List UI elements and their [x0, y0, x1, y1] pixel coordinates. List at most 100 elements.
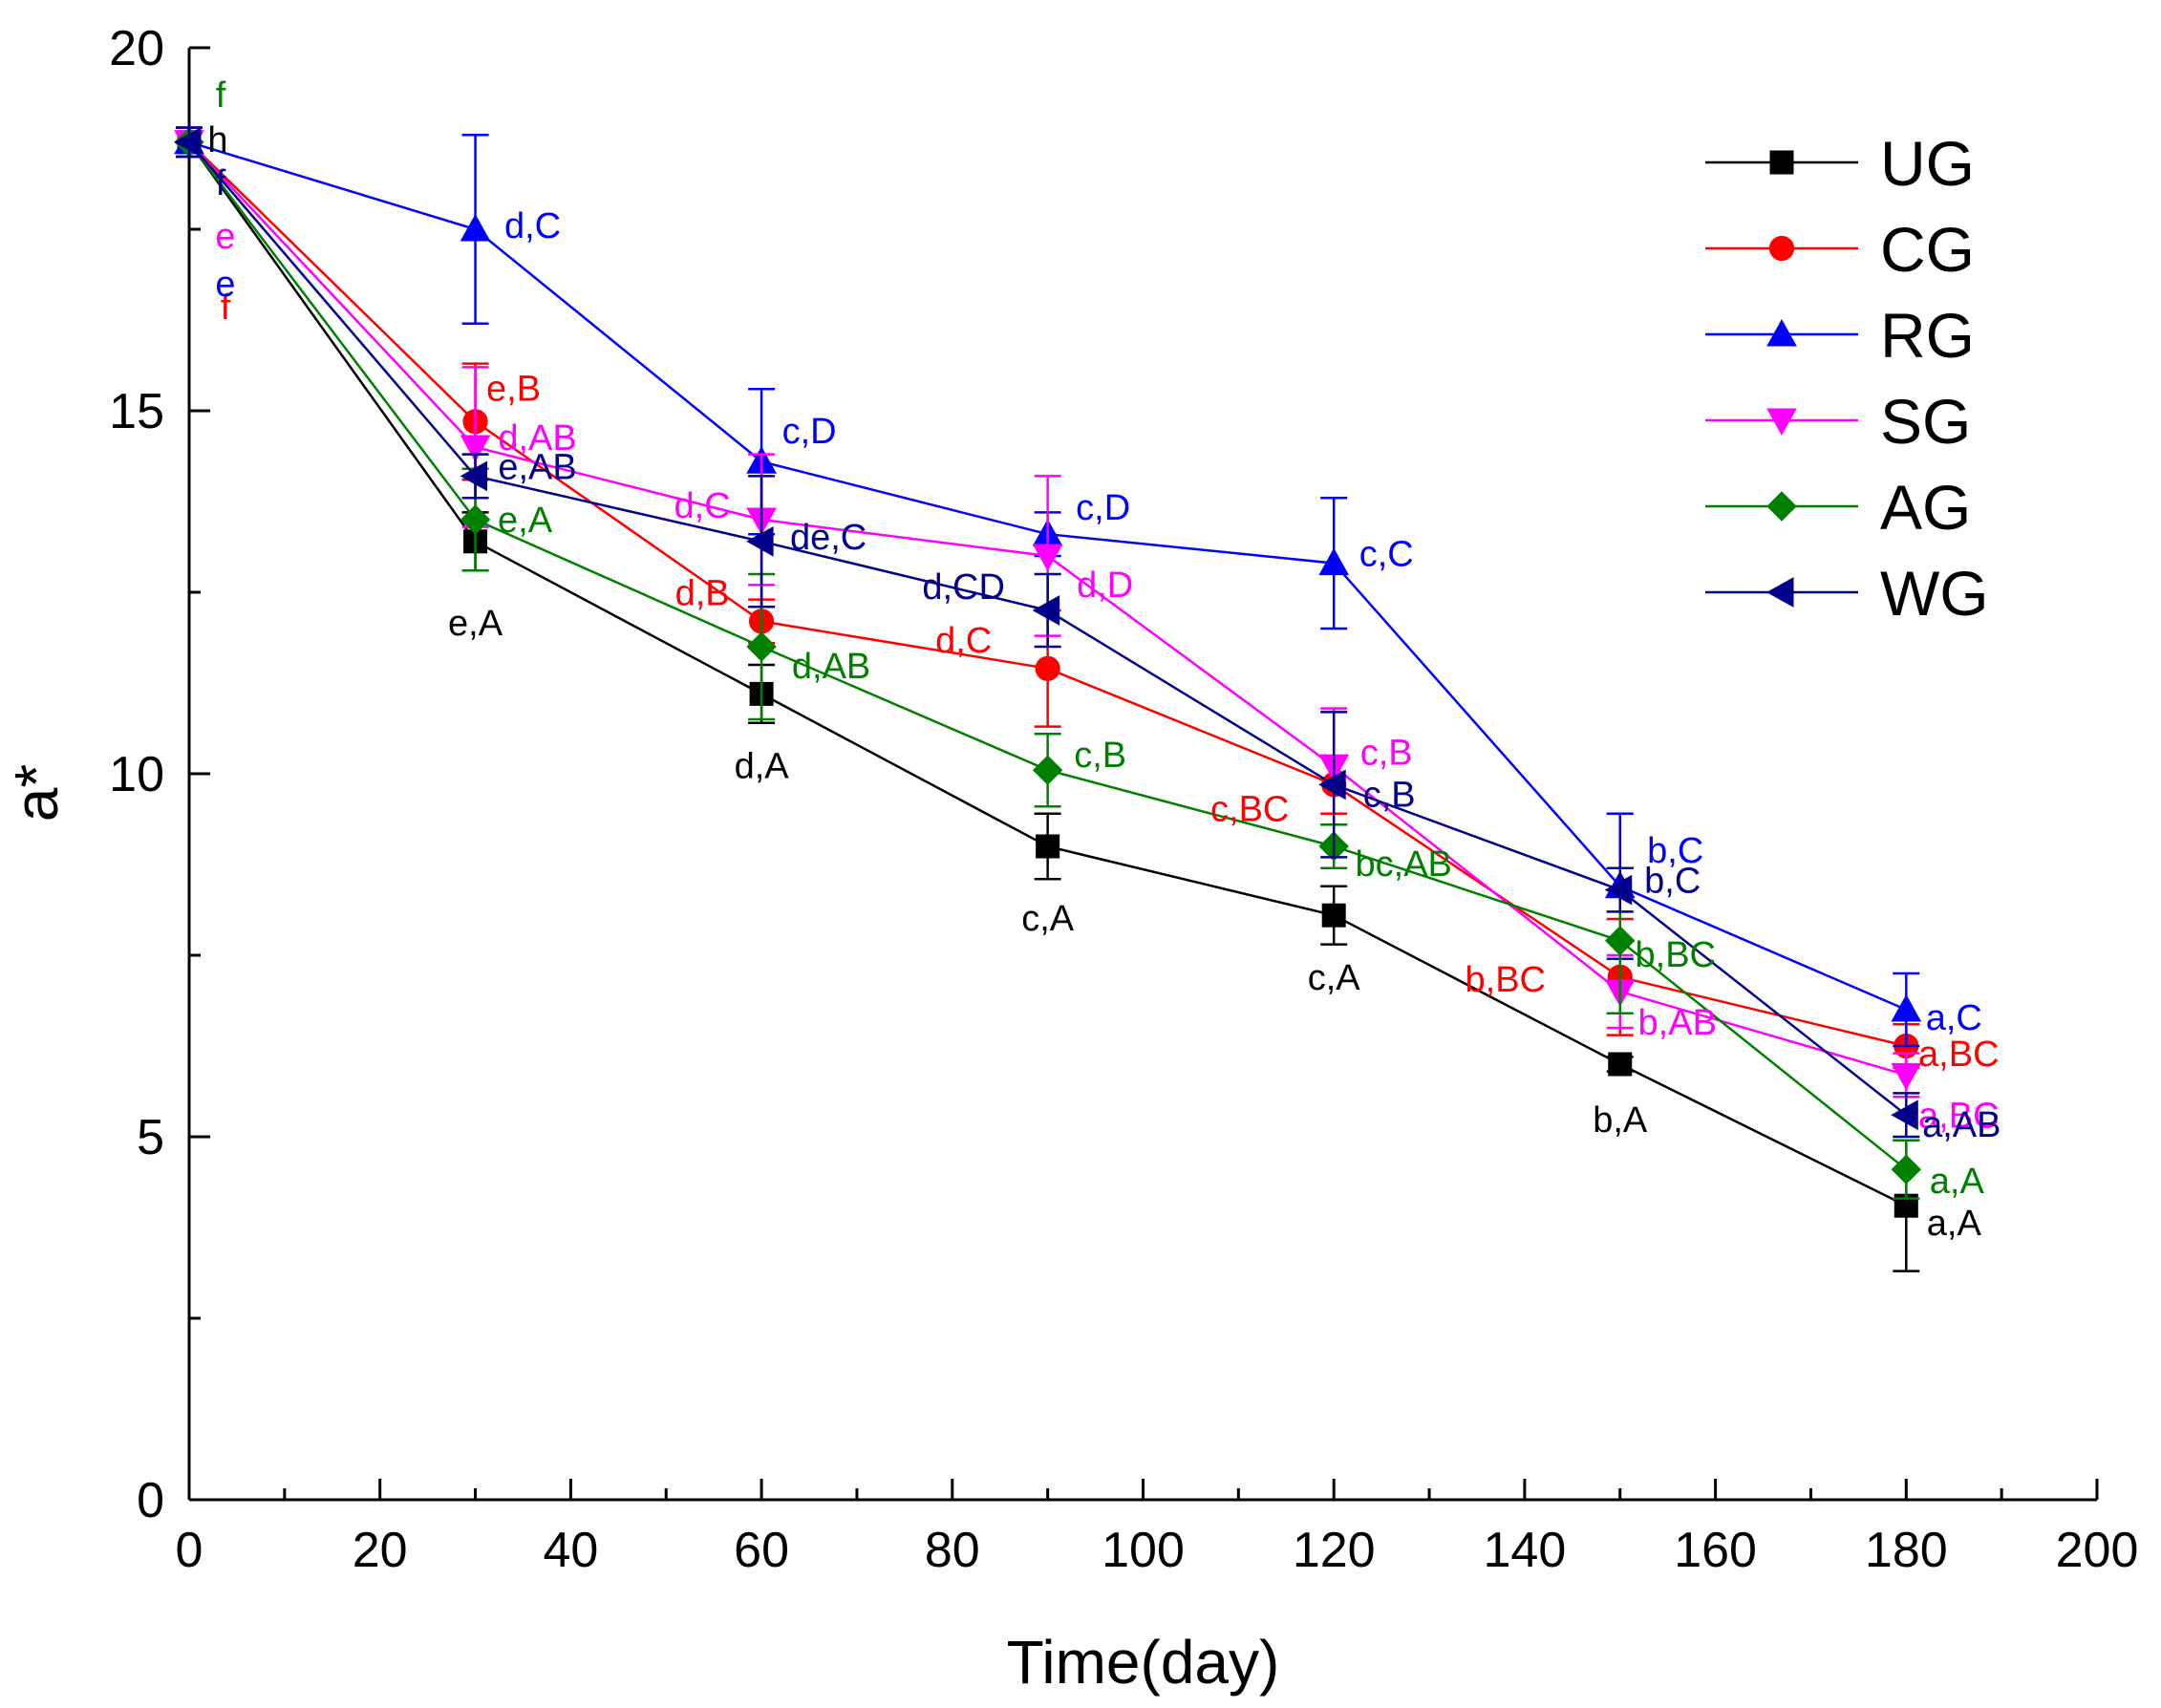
data-point-wg [746, 525, 774, 557]
point-annotation-cg: d,C [935, 621, 992, 661]
data-point-wg [1604, 874, 1633, 906]
legend-label: AG [1880, 472, 1971, 543]
point-annotation-cg: f [221, 288, 231, 328]
legend-marker [1766, 318, 1797, 347]
legend-marker [1766, 491, 1797, 522]
legend-label: SG [1880, 386, 1971, 457]
data-point-cg [1035, 655, 1060, 681]
data-point-ug [1036, 834, 1060, 859]
point-annotation-sg: e [215, 217, 235, 257]
legend-item-sg: SG [1705, 386, 1971, 457]
annotations-layer: h e,A d,A c,A c,A b,A a,A f e,B d,B d,C c,BC b,BC a,B… [207, 75, 2001, 1244]
point-annotation-ag: c,B [1074, 736, 1126, 776]
y-axis-title: a* [2, 764, 71, 822]
data-point-rg [1891, 993, 1922, 1022]
point-annotation-sg: a,BC [1918, 1096, 1999, 1136]
point-annotation-sg: d,C [674, 486, 731, 526]
data-point-ag [746, 631, 777, 662]
legend-marker [1765, 577, 1794, 608]
data-point-wg [173, 126, 202, 158]
x-tick-label: 100 [1102, 1523, 1185, 1578]
legend-marker [1769, 150, 1794, 175]
point-annotation-ag: e,A [498, 501, 553, 541]
data-point-sg [1891, 1062, 1922, 1091]
data-point-ag [1032, 755, 1063, 785]
point-annotation-cg: b,BC [1466, 960, 1546, 1000]
y-tick-label: 15 [109, 384, 164, 439]
data-point-rg [1318, 547, 1350, 576]
y-tick-label: 5 [137, 1110, 164, 1165]
point-annotation-wg: b,C [1644, 862, 1701, 902]
point-annotation-ug: h [207, 120, 227, 160]
x-tick-label: 80 [925, 1523, 980, 1578]
point-annotation-sg: c,B [1360, 733, 1413, 773]
point-annotation-ag: b,BC [1636, 935, 1716, 975]
data-point-ag [1605, 926, 1636, 956]
legend-item-ug: UG [1705, 128, 1975, 199]
x-tick-label: 60 [734, 1523, 789, 1578]
point-annotation-wg: f [216, 163, 226, 203]
point-annotation-wg: d,CD [922, 567, 1005, 608]
data-point-ug [1608, 1052, 1633, 1077]
data-point-wg [1891, 1100, 1918, 1131]
axes: 0 20 40 60 80 100 120 140 160 180 200 0 5 10 15 20 [109, 21, 2138, 1578]
y-tick-label: 10 [109, 747, 164, 802]
legend-item-ag: AG [1705, 472, 1971, 543]
data-point-ag [1891, 1154, 1922, 1185]
point-annotation-rg: c,D [1076, 488, 1130, 528]
x-tick-label: 120 [1293, 1523, 1376, 1578]
data-point-ag [460, 504, 491, 535]
series-layer [173, 126, 1922, 1272]
point-annotation-ug: e,A [448, 604, 503, 644]
point-annotation-ag: d,AB [792, 647, 870, 687]
point-annotation-ag: f [216, 75, 226, 116]
point-annotation-ag: a,A [1930, 1162, 1985, 1202]
data-point-ug [1321, 903, 1346, 928]
data-point-sg [1032, 544, 1063, 572]
series-ag [174, 126, 1922, 1200]
point-annotation-cg: c,BC [1210, 789, 1289, 829]
point-annotation-sg: b,AB [1638, 1003, 1717, 1043]
data-point-wg [1318, 769, 1346, 801]
data-point-wg [460, 460, 488, 492]
legend-item-wg: WG [1705, 558, 1989, 629]
y-tick-label: 0 [137, 1473, 164, 1528]
x-tick-label: 40 [543, 1523, 598, 1578]
x-tick-label: 20 [353, 1523, 408, 1578]
point-annotation-rg: d,C [504, 206, 561, 246]
legend-marker [1766, 408, 1797, 437]
point-annotation-rg: b,C [1647, 831, 1703, 871]
point-annotation-ug: c,A [1021, 899, 1075, 939]
legend-label: WG [1880, 558, 1989, 629]
point-annotation-cg: a,BC [1918, 1035, 1999, 1075]
legend-item-cg: CG [1705, 214, 1975, 285]
series-wg [173, 126, 1920, 1139]
point-annotation-ag: bc,AB [1356, 844, 1452, 885]
x-tick-label: 200 [2056, 1523, 2139, 1578]
x-tick-label: 0 [176, 1523, 203, 1578]
legend-item-rg: RG [1705, 300, 1975, 371]
legend: UG CG RG SG AG WG [1705, 128, 1989, 629]
point-annotation-ug: d,A [735, 746, 790, 786]
point-annotation-ug: c,A [1308, 958, 1361, 998]
point-annotation-wg: de,C [790, 518, 867, 558]
point-annotation-rg: c,C [1359, 535, 1414, 575]
x-tick-label: 140 [1484, 1523, 1567, 1578]
point-annotation-wg: a,AB [1922, 1105, 2001, 1145]
point-annotation-rg: e [215, 265, 235, 305]
legend-label: CG [1880, 214, 1975, 285]
point-annotation-cg: e,B [486, 369, 541, 409]
point-annotation-sg: d,AB [498, 418, 576, 459]
data-point-sg [460, 435, 491, 463]
point-annotation-sg: d,D [1077, 566, 1133, 606]
point-annotation-rg: c,D [782, 412, 837, 452]
point-annotation-rg: a,C [1926, 998, 1982, 1038]
legend-label: RG [1880, 300, 1975, 371]
point-annotation-ug: a,A [1927, 1204, 1982, 1244]
legend-marker [1768, 235, 1795, 262]
x-tick-label: 160 [1674, 1523, 1757, 1578]
point-annotation-wg: e,AB [498, 447, 576, 487]
y-tick-label: 20 [109, 21, 164, 76]
